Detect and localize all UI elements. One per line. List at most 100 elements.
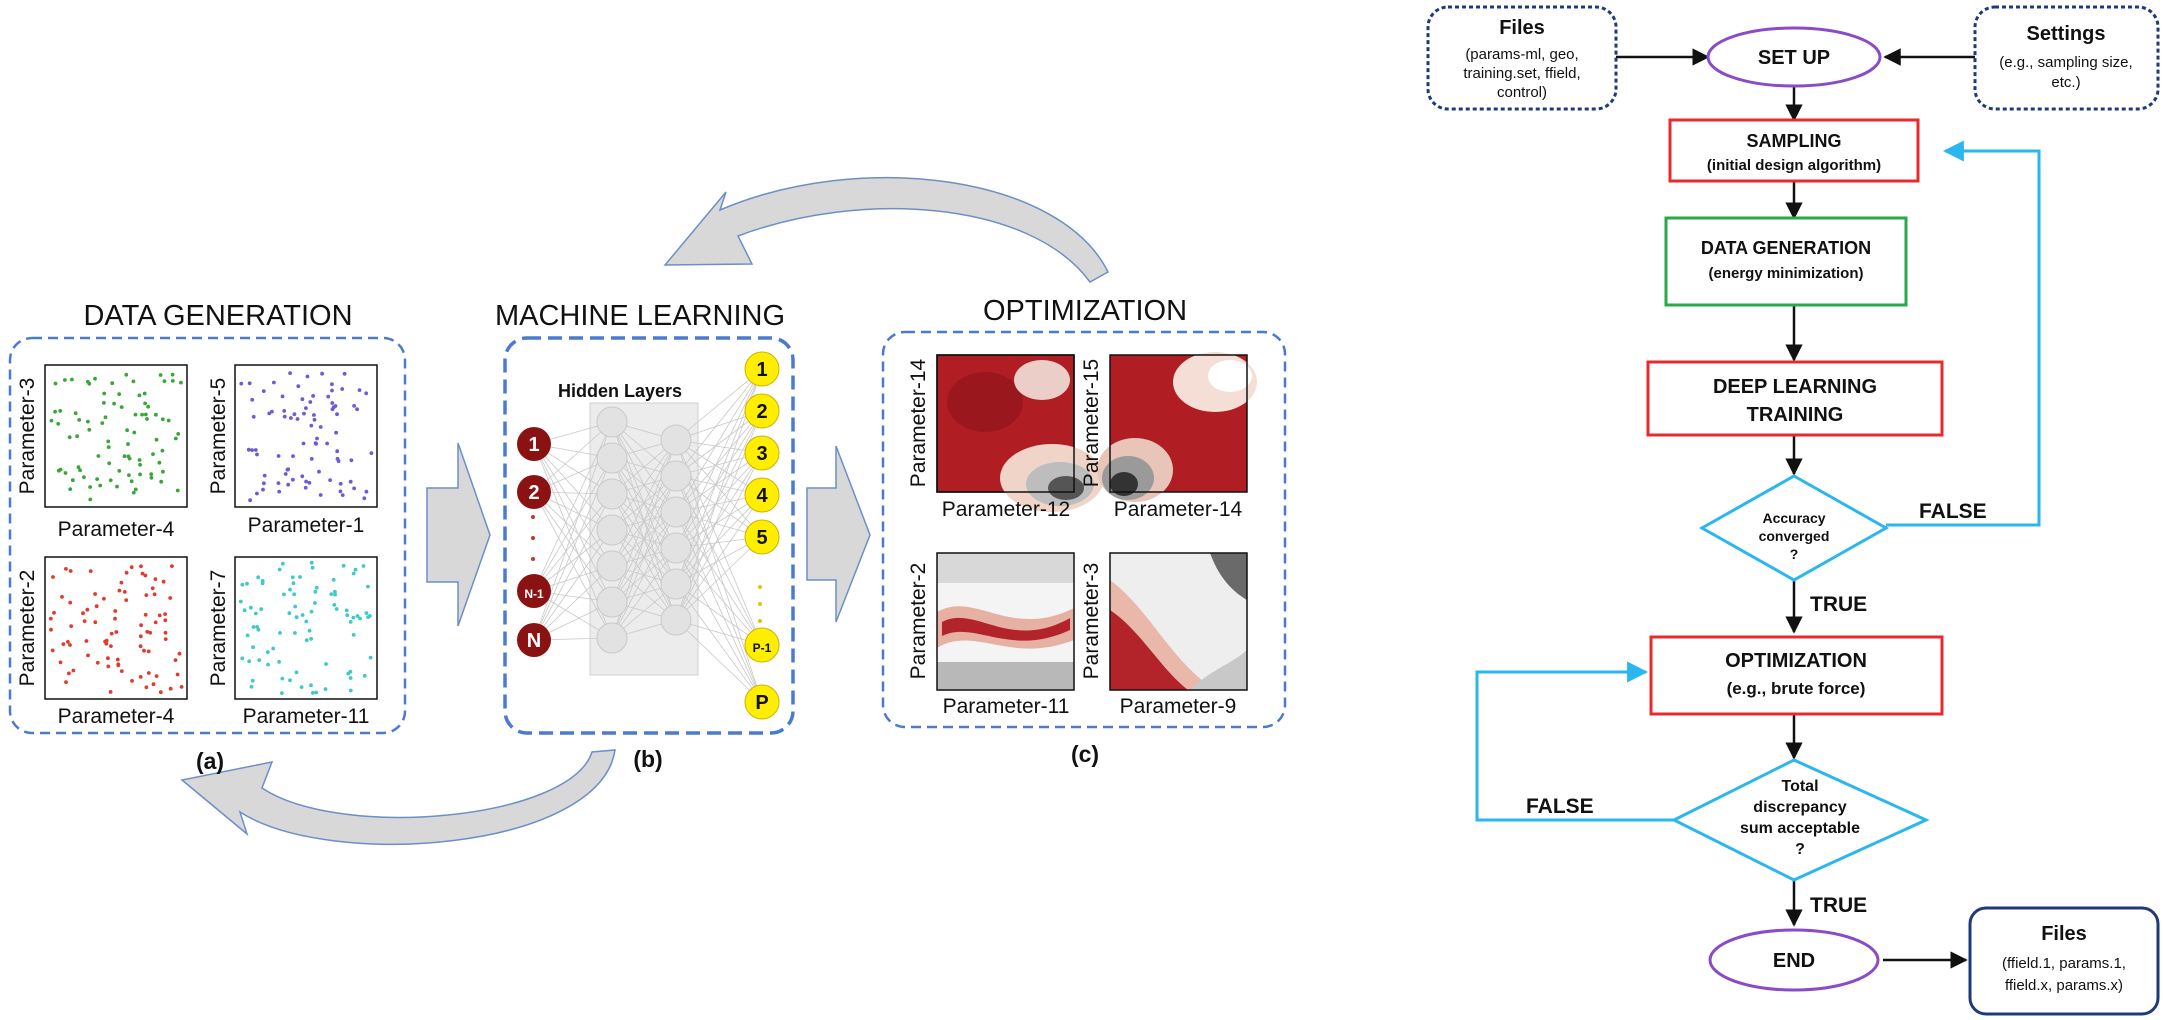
input-node-label: N-1 — [524, 587, 544, 601]
scatter-point — [312, 413, 316, 417]
heatmap-4: Parameter-3 Parameter-9 — [1080, 552, 1248, 718]
scatter-point — [93, 376, 97, 381]
network-edge — [675, 439, 763, 703]
scatter-point — [309, 560, 314, 565]
hidden-node — [660, 496, 692, 528]
scatter-point — [163, 618, 168, 623]
optimization-title: OPTIMIZATION — [983, 295, 1187, 327]
scatter-point — [153, 620, 158, 625]
scatter-point — [78, 468, 82, 473]
scatter-point — [160, 448, 165, 453]
scatter-point — [304, 619, 309, 624]
scatter-point — [145, 417, 149, 421]
scatter-point — [143, 401, 148, 406]
network-edge — [675, 452, 763, 585]
output-node-label: 2 — [756, 401, 767, 423]
scatter-point — [334, 430, 338, 435]
scatter-point — [323, 687, 328, 691]
network-edge — [533, 491, 613, 567]
scatter-point — [82, 619, 87, 623]
scatter-point — [102, 391, 107, 396]
network-edge — [675, 410, 763, 549]
scatter-point — [259, 607, 264, 611]
scatter-point — [368, 614, 372, 618]
hidden-node — [660, 604, 692, 636]
scatter-point — [255, 452, 259, 457]
scatter-point — [353, 567, 358, 572]
scatter-point — [170, 372, 175, 377]
scatter-point — [340, 493, 345, 497]
scatter-point — [154, 437, 159, 442]
scatter-point — [106, 664, 111, 669]
scatter-point — [145, 629, 150, 634]
scatter-point — [336, 459, 341, 463]
scatter-point — [280, 561, 285, 566]
scatter-point — [63, 378, 67, 382]
network-edge — [675, 583, 763, 703]
scatter-point — [247, 381, 252, 386]
files-output-line-1: (ffield.1, params.1, — [2002, 955, 2126, 972]
scatter-point — [143, 573, 148, 578]
scatter-point — [166, 418, 171, 423]
scatter-point — [138, 462, 143, 467]
scatter-point — [300, 474, 305, 479]
scatter-point — [351, 633, 356, 637]
hidden-node — [660, 568, 692, 600]
scatter-point — [331, 577, 336, 582]
scatter-point — [341, 563, 346, 568]
scatter-point — [242, 608, 247, 613]
scatter-point — [345, 613, 350, 618]
network-edge — [611, 547, 677, 639]
scatter-point — [256, 575, 261, 580]
network-edge — [675, 410, 763, 477]
scatter-plot-2: Parameter-5 Parameter-1 — [207, 364, 378, 537]
scatter-point — [239, 381, 244, 386]
scatter-point — [292, 412, 297, 417]
false-label-1: FALSE — [1919, 500, 1987, 523]
scatter-points-3 — [48, 564, 184, 695]
scatter-point — [245, 581, 249, 586]
scatter-point — [346, 671, 351, 676]
scatter-point — [88, 485, 92, 489]
scatter-point — [248, 605, 253, 610]
scatter-point — [106, 445, 111, 449]
scatter-point — [290, 575, 295, 580]
scatter-point — [305, 374, 310, 379]
scatter-point — [314, 442, 318, 446]
discrepancy-line-1: Total — [1781, 778, 1818, 795]
scatter-point — [68, 569, 73, 573]
scatter-point — [326, 394, 331, 399]
scatter-point — [240, 582, 245, 587]
scatter-point — [333, 589, 337, 594]
scatter-point — [309, 423, 314, 428]
scatter-point — [348, 479, 353, 484]
scatter-point — [330, 407, 335, 412]
input-ellipsis-dots — [531, 515, 535, 561]
heatmap-2-field — [1097, 352, 1257, 502]
output-node — [744, 435, 780, 471]
scatter-point — [270, 409, 274, 414]
heatmap-4-field — [1110, 553, 1247, 690]
scatter-ylabel-4: Parameter-7 — [207, 570, 230, 687]
scatter-point — [291, 477, 295, 482]
network-edge — [675, 368, 763, 513]
scatter-points-2 — [239, 371, 374, 503]
scatter-point — [53, 409, 57, 414]
scatter-point — [152, 592, 157, 597]
scatter-point — [300, 613, 305, 617]
scatter-point — [253, 448, 258, 452]
scatter-point — [157, 460, 162, 465]
scatter-point — [85, 607, 90, 612]
scatter-point — [293, 631, 297, 635]
accuracy-line-3: ? — [1790, 546, 1799, 562]
scatter-point — [142, 391, 147, 396]
scatter-point — [291, 454, 295, 458]
datagen-box: DATA GENERATION (energy minimization) — [1664, 216, 1908, 307]
scatter-point — [86, 419, 90, 424]
hidden-layers-label: Hidden Layers — [558, 381, 682, 401]
scatter-point — [362, 496, 367, 501]
network-edge — [675, 368, 763, 477]
scatter-point — [173, 658, 178, 662]
scatter-point — [82, 475, 86, 480]
heatmap-3: Parameter-2 Parameter-11 — [907, 552, 1075, 718]
